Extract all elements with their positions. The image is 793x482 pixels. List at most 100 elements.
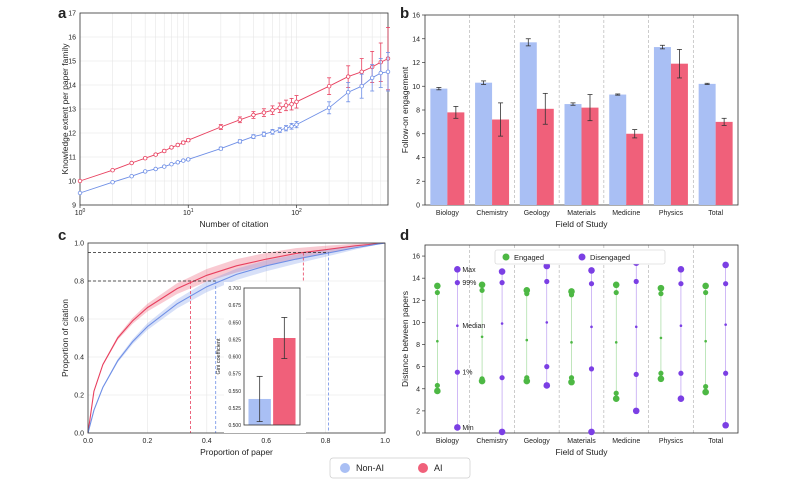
marker-engaged-max [612, 281, 620, 289]
y-tick-label: 16 [412, 13, 420, 20]
data-point [294, 99, 299, 104]
marker-engaged-median [570, 341, 573, 344]
bar-ai [715, 121, 733, 205]
legend-nonai-marker [340, 463, 350, 473]
y-tick-label: 4 [416, 386, 420, 393]
marker-disengaged-median [456, 324, 459, 328]
marker-engaged-min [612, 395, 620, 403]
data-point [261, 131, 267, 137]
legend-disengaged-marker [578, 253, 586, 261]
data-point [270, 129, 275, 134]
marker-engaged-min [657, 375, 665, 383]
data-point [218, 124, 224, 130]
y-tick-label: 10 [412, 84, 420, 91]
data-point [110, 179, 115, 185]
data-point [251, 134, 256, 139]
y-axis-label: Follow-on engagement [400, 66, 410, 153]
marker-engaged-median [436, 339, 439, 343]
data-point [237, 139, 243, 144]
annotation-label: Median [462, 323, 485, 330]
x-tick-label: Chemistry [476, 438, 508, 445]
x-tick-label: Total [708, 438, 723, 445]
y-tick-label: 8 [416, 108, 420, 115]
y-tick-label: 0 [416, 431, 420, 438]
inset-y-tick-label: 0.525 [228, 406, 241, 412]
marker-engaged-p1 [703, 383, 709, 390]
x-tick-label: Materials [567, 210, 596, 217]
annotation-label: Min [462, 425, 473, 432]
marker-disengaged-min [588, 428, 595, 436]
data-point [142, 155, 148, 161]
x-tick-label: 0.4 [202, 438, 212, 445]
marker-disengaged-min [677, 395, 685, 403]
marker-disengaged-median [590, 325, 593, 329]
y-axis-label: Distance between papers [400, 291, 410, 387]
data-point [237, 117, 243, 122]
x-tick-label: Physics [659, 210, 684, 217]
bar-ai [492, 119, 510, 205]
marker-disengaged-p1 [588, 366, 595, 372]
panel-a-chart: 9 10 11 12 13 14 15 16 17 100 101 102 Number of cita… [60, 11, 391, 229]
x-tick-label: Physics [659, 438, 684, 445]
y-tick-label: 6 [416, 131, 420, 138]
x-tick-label: 102 [291, 208, 302, 217]
marker-disengaged-median [634, 325, 638, 329]
marker-engaged-min [434, 387, 441, 395]
data-point [277, 105, 282, 110]
x-axis-label: Number of citation [200, 219, 269, 229]
marker-disengaged-max [588, 267, 595, 274]
series-line-nonai [79, 71, 389, 194]
data-point [181, 140, 186, 145]
y-tick-label: 0.8 [74, 279, 84, 286]
y-tick-label: 12 [412, 298, 420, 305]
legend-disengaged-label: Disengaged [590, 253, 630, 262]
marker-disengaged-p99 [499, 280, 505, 286]
y-tick-label: 11 [69, 155, 76, 162]
marker-disengaged-min [722, 421, 729, 429]
marker-disengaged-p99 [454, 280, 460, 286]
marker-engaged-p1 [568, 375, 575, 381]
marker-disengaged-p99 [633, 278, 639, 285]
inset-bar-ai [273, 338, 296, 425]
data-point [162, 164, 167, 169]
marker-disengaged-median [545, 321, 549, 324]
bar-ai [581, 107, 599, 205]
x-axis-label: Proportion of paper [200, 447, 273, 457]
bar-nonai [519, 42, 537, 205]
y-tick-label: 10 [412, 320, 420, 327]
x-tick-label: 0.8 [321, 438, 331, 445]
marker-engaged-p1 [613, 390, 619, 396]
y-tick-label: 14 [68, 83, 76, 90]
x-tick-label: Total [708, 210, 723, 217]
marker-disengaged-max [498, 268, 506, 275]
data-point [175, 142, 180, 148]
x-tick-label: 0.0 [83, 438, 93, 445]
inset-y-tick-label: 0.625 [228, 337, 241, 343]
inset-y-tick-label: 0.700 [228, 286, 241, 292]
legend-engaged-label: Engaged [514, 253, 544, 262]
marker-engaged-median [525, 338, 529, 342]
data-point [110, 167, 115, 173]
data-point [169, 145, 174, 150]
y-tick-label: 2 [416, 179, 420, 186]
data-point [359, 83, 364, 89]
y-tick-label: 14 [412, 276, 420, 283]
x-tick-label: Medicine [612, 438, 640, 445]
data-point [270, 107, 275, 113]
y-tick-label: 15 [68, 59, 76, 66]
marker-engaged-min [568, 378, 575, 386]
marker-disengaged-median [679, 324, 683, 328]
x-tick-label: Biology [436, 438, 459, 445]
x-tick-label: Medicine [612, 210, 640, 217]
data-point [181, 158, 186, 163]
data-point [385, 69, 391, 74]
legend-nonai-label: Non-AI [356, 463, 384, 473]
inset-y-axis-label: Gini coefficient [216, 338, 222, 374]
figure-legend: Non-AI AI [329, 457, 471, 479]
lorenz-curve-ai [87, 242, 386, 434]
bar-ai [626, 133, 644, 205]
x-tick-label: Geology [524, 210, 551, 217]
annotation-label: Max [462, 267, 476, 274]
marker-engaged-p1 [658, 370, 664, 376]
data-point [283, 125, 289, 131]
